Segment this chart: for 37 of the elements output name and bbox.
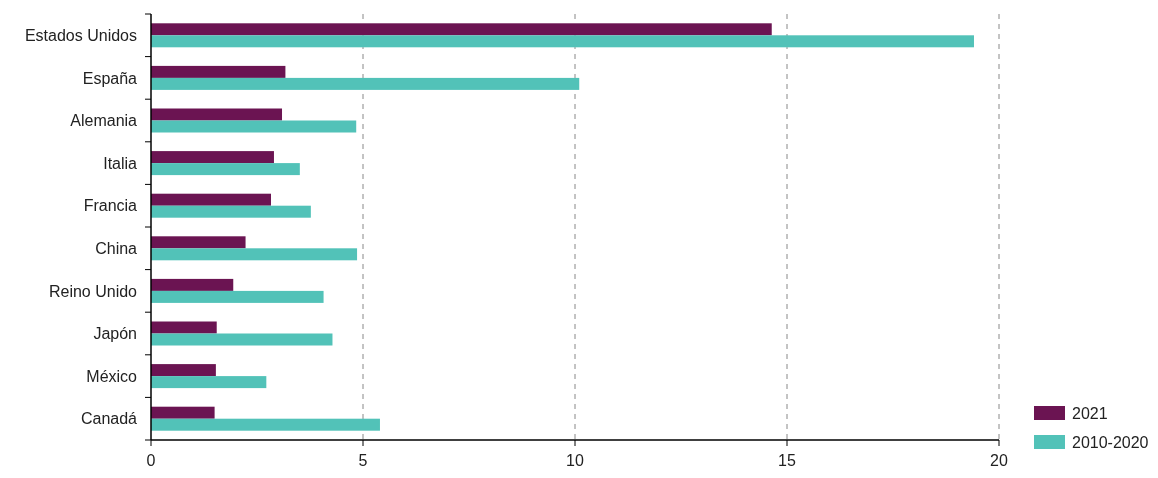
bar (151, 163, 300, 176)
x-tick-label: 5 (358, 452, 368, 469)
x-tick-label: 20 (990, 452, 1008, 469)
legend-label: 2021 (1072, 404, 1108, 422)
y-tick-label: Japón (93, 325, 137, 343)
bar (151, 406, 215, 419)
legend-label: 2010-2020 (1072, 433, 1149, 451)
y-tick-label: China (95, 239, 138, 257)
y-tick-label: Francia (83, 197, 138, 215)
y-tick-label: Alemania (70, 112, 138, 130)
x-tick-label: 10 (566, 452, 584, 469)
bar (151, 376, 267, 389)
bar (151, 205, 311, 218)
y-tick-label: Italia (103, 154, 138, 172)
bar (151, 333, 333, 346)
bar (151, 193, 271, 206)
y-tick-label: México (86, 367, 138, 385)
bar (151, 278, 234, 291)
x-tick-label: 0 (146, 452, 156, 469)
bar (151, 23, 772, 36)
y-tick-label: España (82, 69, 138, 87)
y-tick-label: Canadá (80, 410, 138, 428)
bar (151, 321, 217, 334)
bar (151, 151, 274, 164)
bar (151, 364, 216, 377)
y-tick-label: Reino Unido (48, 282, 138, 300)
bar (151, 77, 580, 90)
bar (151, 108, 283, 121)
y-tick-label: Estados Unidos (24, 26, 137, 44)
bar (151, 236, 246, 249)
bar (151, 290, 324, 303)
bar (151, 65, 286, 78)
bar (151, 248, 358, 261)
bar (151, 120, 357, 133)
bar (151, 418, 380, 431)
x-tick-label: 15 (778, 452, 796, 469)
bar (151, 35, 974, 48)
